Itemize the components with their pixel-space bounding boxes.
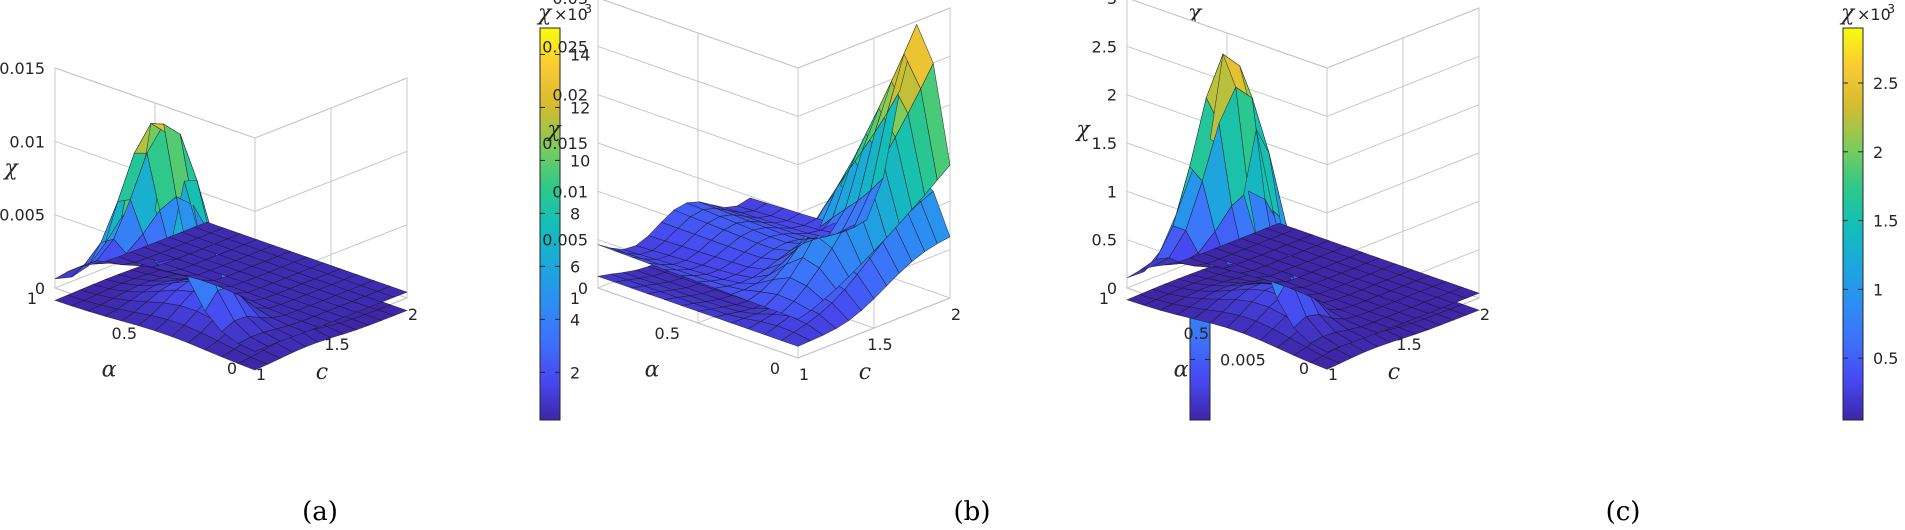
y-gridline: [797, 68, 951, 359]
surface-patch: [376, 285, 408, 298]
c-tick-label: 1: [256, 365, 266, 384]
tick-labels: 0 0.005 0.01 0.015 0.02 0.025 0.03 0 0.5 1 1 1.5 2 χ α…: [542, 0, 961, 385]
colorbar-exponent-power: -3: [580, 2, 592, 16]
panel-caption: (b): [954, 497, 991, 527]
z-tick-label: 1.5: [1092, 134, 1117, 153]
z-axis-label: χ: [545, 118, 562, 143]
surface-patch: [376, 304, 408, 316]
alpha-tick-label: 0.5: [1184, 324, 1209, 343]
alpha-axis-label: α: [645, 358, 660, 383]
z-tick-label: 0.01: [9, 132, 45, 151]
colorbar-tick-label: 0.005: [1220, 350, 1266, 369]
panel-caption: (a): [302, 497, 338, 527]
z-tick-label: 3: [1107, 0, 1117, 8]
z-tick-label: 2: [1107, 86, 1117, 105]
z-tick-label: 0: [35, 279, 45, 298]
colorbar-tick-label: 1.5: [1873, 212, 1898, 231]
z-tick-label: 0.005: [542, 231, 588, 250]
alpha-axis-label: α: [1174, 358, 1189, 383]
z-tick-label: 0.015: [542, 134, 588, 153]
surfaces: [596, 23, 951, 347]
colorbar-label: χ: [536, 1, 553, 26]
c-tick-label: 1: [799, 365, 809, 384]
c-tick-label: 1: [1328, 365, 1338, 384]
colorbar-exponent-power: -3: [1883, 2, 1895, 16]
c-axis-label: c: [859, 360, 871, 385]
alpha-tick-label: 0.5: [655, 324, 680, 343]
alpha-tick-label: 0: [227, 359, 237, 378]
z-tick-label: 1: [1107, 182, 1117, 201]
colorbar-tick-label: 2: [1873, 143, 1883, 162]
colorbar-tick-label: 2.5: [1873, 74, 1898, 93]
c-tick-label: 1.5: [867, 335, 892, 354]
tick-labels: 0 0.005 0.01 0.015 0 0.5 1 1 1.5 2 χ α c: [0, 59, 418, 385]
surface-patch: [1448, 286, 1480, 299]
z-tick-label: 0.015: [0, 59, 45, 78]
surface-patch: [920, 62, 951, 181]
z-tick-label: 2.5: [1092, 37, 1117, 56]
colorbar-tick-label: 4: [570, 310, 580, 329]
colorbar-tick-label: 1: [1873, 280, 1883, 299]
colorbar-tick-label: 12: [570, 98, 590, 117]
surfaces: [1126, 53, 1480, 370]
c-tick-label: 1.5: [324, 335, 349, 354]
z-tick-label: 0.03: [552, 0, 588, 8]
surface-top: [597, 23, 951, 320]
colorbar-tick-label: 14: [570, 45, 590, 64]
z-tick-label: 0.02: [552, 86, 588, 105]
panel-c: 00.511.522.5300.5111.52χαc×10-30.511.522…: [1074, 0, 1898, 527]
z-axis-label: χ: [2, 156, 19, 181]
z-tick-label: 0: [578, 279, 588, 298]
c-axis-label: c: [316, 360, 328, 385]
surface-top: [54, 122, 408, 352]
colorbar-exponent: ×10: [1857, 5, 1891, 24]
colorbar-gradient: [539, 27, 561, 421]
surfaces: [54, 122, 408, 371]
surface-top: [1126, 53, 1480, 353]
c-axis-label: c: [1388, 360, 1400, 385]
colorbar-tick-label: 6: [570, 257, 580, 276]
colorbar: 0.5 1 1.5 2 2.5 χ ×10-3: [1839, 1, 1898, 421]
alpha-tick-label: 1: [27, 289, 37, 308]
surface-patch: [920, 190, 951, 245]
colorbar-tick-label: 8: [570, 204, 580, 223]
z-tick-label: 0.005: [0, 206, 45, 225]
z-tick-label: 0: [1107, 279, 1117, 298]
alpha-tick-label: 1: [1099, 289, 1109, 308]
surface-patch: [1448, 303, 1480, 316]
colorbar-tick-label: 0.5: [1873, 349, 1898, 368]
colorbar-gradient: [1842, 27, 1864, 421]
z-axis-label: χ: [1074, 118, 1091, 143]
c-tick-label: 2: [951, 305, 961, 324]
alpha-tick-label: 0.5: [112, 324, 137, 343]
colorbar-tick-label: 10: [570, 151, 590, 170]
z-tick-label: 0.5: [1092, 231, 1117, 250]
alpha-tick-label: 0: [1299, 359, 1309, 378]
colorbar-tick-label: 2: [570, 363, 580, 382]
z-tick-label: 0.01: [552, 182, 588, 201]
alpha-tick-label: 0: [770, 359, 780, 378]
alpha-axis-label: α: [102, 358, 117, 383]
c-tick-label: 2: [1480, 305, 1490, 324]
colorbar-label: χ: [1839, 1, 1856, 26]
alpha-tick-label: 1: [570, 289, 580, 308]
colorbar-exponent: ×10: [554, 5, 588, 24]
z-tick-label: 0.025: [542, 37, 588, 56]
panel-caption: (c): [1606, 497, 1641, 527]
c-tick-label: 2: [408, 305, 418, 324]
c-tick-label: 1.5: [1396, 335, 1421, 354]
